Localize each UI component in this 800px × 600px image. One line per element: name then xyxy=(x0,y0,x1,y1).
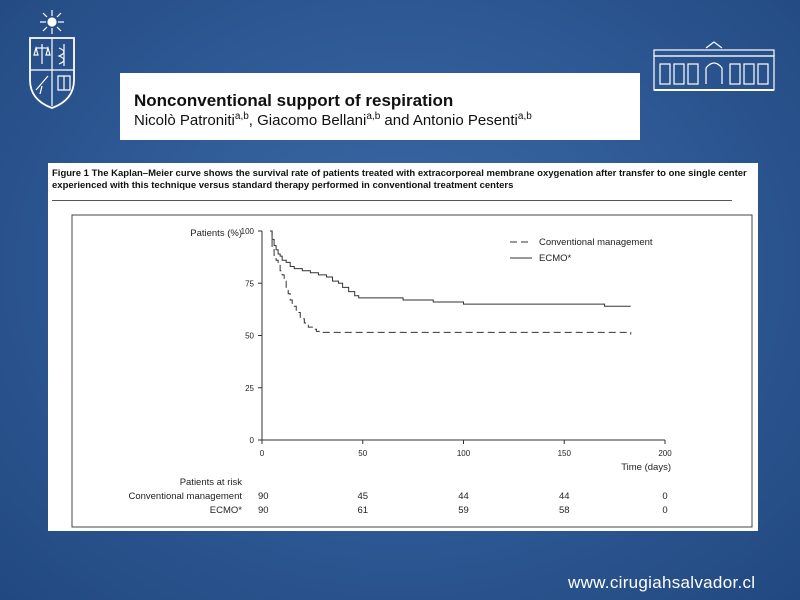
author-affiliation: a,b xyxy=(234,111,249,122)
y-tick-label: 75 xyxy=(245,279,254,288)
legend-label: ECMO* xyxy=(539,253,572,264)
author-separator: , xyxy=(248,112,258,129)
author-name: Nicolò Patroniti xyxy=(134,112,235,129)
sun-icon xyxy=(40,10,64,34)
chart-frame xyxy=(71,214,753,528)
y-tick-label: 50 xyxy=(245,332,254,341)
conventional-management-line xyxy=(270,230,632,335)
footer-url[interactable]: www.cirugiahsalvador.cl xyxy=(568,573,756,592)
kaplan-meier-chart: Patients (%) Time (days) 0 25 50 75 100 0 50 10… xyxy=(71,214,753,528)
risk-row-label: Conventional management xyxy=(128,491,242,502)
article-title: Nonconventional support of respiration xyxy=(134,91,454,110)
y-tick-label: 25 xyxy=(245,384,254,393)
risk-row-label: ECMO* xyxy=(210,505,243,516)
telescope-icon xyxy=(35,75,49,95)
ecmo-line xyxy=(270,230,631,307)
risk-value: 58 xyxy=(559,505,570,516)
book-icon xyxy=(57,75,71,91)
x-tick-label: 200 xyxy=(658,449,672,458)
x-tick-label: 0 xyxy=(260,449,265,458)
author-list: Nicolò Patronitia,b, Giacomo Bellania,b … xyxy=(134,111,532,129)
university-crest-logo xyxy=(29,10,75,109)
risk-value: 0 xyxy=(662,505,667,516)
x-tick-label: 100 xyxy=(457,449,471,458)
scales-icon xyxy=(33,44,51,64)
author-affiliation: a,b xyxy=(517,111,532,122)
figure-caption: Figure 1 The Kaplan–Meier curve shows th… xyxy=(52,168,747,191)
risk-value: 90 xyxy=(258,491,269,502)
y-tick-label: 100 xyxy=(241,227,255,236)
article-title-box: Nonconventional support of respiration N… xyxy=(120,73,640,140)
y-tick-label: 0 xyxy=(250,436,255,445)
legend-label: Conventional management xyxy=(539,237,653,248)
hospital-building-logo xyxy=(653,41,775,91)
author-name: Giacomo Bellani xyxy=(257,112,367,129)
figure-panel: Figure 1 The Kaplan–Meier curve shows th… xyxy=(48,163,758,531)
author-name: Antonio Pesenti xyxy=(412,112,518,129)
risk-value: 90 xyxy=(258,505,269,516)
risk-value: 44 xyxy=(559,491,570,502)
author-affiliation: a,b xyxy=(366,111,381,122)
y-axis-label: Patients (%) xyxy=(190,228,242,239)
risk-value: 0 xyxy=(662,491,667,502)
x-axis-label: Time (days) xyxy=(621,462,671,473)
risk-value: 59 xyxy=(458,505,469,516)
caduceus-icon xyxy=(57,44,65,66)
risk-value: 44 xyxy=(458,491,469,502)
risk-value: 45 xyxy=(357,491,368,502)
x-tick-label: 50 xyxy=(358,449,367,458)
risk-table-title: Patients at risk xyxy=(180,477,243,488)
author-separator: and xyxy=(380,112,413,129)
caption-divider xyxy=(52,200,732,201)
x-tick-label: 150 xyxy=(558,449,572,458)
risk-value: 61 xyxy=(357,505,368,516)
